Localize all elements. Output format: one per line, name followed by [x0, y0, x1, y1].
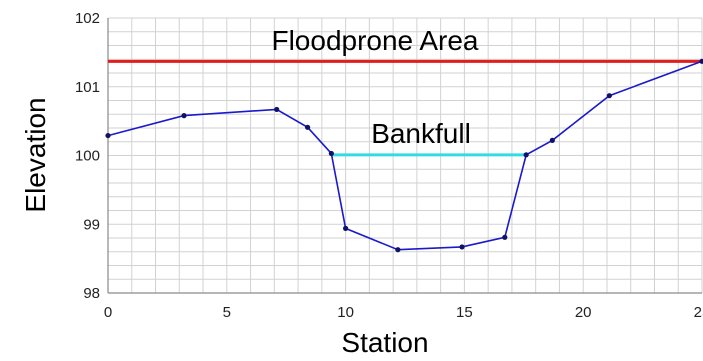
axis-layer [107, 18, 702, 294]
y-axis-title: Elevation [20, 97, 51, 212]
x-tick-label: 25 [694, 304, 703, 321]
data-point [274, 106, 280, 113]
data-point [395, 247, 401, 253]
x-tick-label: 5 [223, 304, 231, 321]
y-tick-label: 98 [83, 285, 100, 302]
x-tick-label: 20 [575, 304, 592, 321]
data-point [502, 234, 508, 240]
data-point [606, 93, 612, 99]
data-point [105, 132, 111, 139]
x-tick-label: 10 [337, 304, 354, 321]
label-layer: 0 5 10 15 20 25 98 99 100 101 102 [75, 10, 703, 321]
floodprone-area-label: Floodprone Area [271, 25, 478, 56]
series-layer [105, 58, 703, 253]
data-point [328, 150, 334, 157]
x-axis-title: Station [341, 327, 428, 358]
y-tick-label: 102 [75, 10, 100, 27]
data-point [343, 225, 349, 231]
data-point [549, 137, 555, 143]
data-point [181, 113, 187, 119]
x-tick-label: 0 [104, 304, 112, 321]
x-tick-label: 15 [456, 304, 473, 321]
y-tick-label: 101 [75, 79, 100, 96]
y-tick-label: 99 [83, 216, 100, 233]
y-tick-label: 100 [75, 148, 100, 165]
data-point [699, 58, 703, 64]
data-point [523, 152, 529, 158]
data-point [459, 244, 465, 250]
reference-lines-layer [108, 59, 702, 157]
bankfull-label: Bankfull [371, 118, 471, 149]
data-point [304, 124, 311, 130]
